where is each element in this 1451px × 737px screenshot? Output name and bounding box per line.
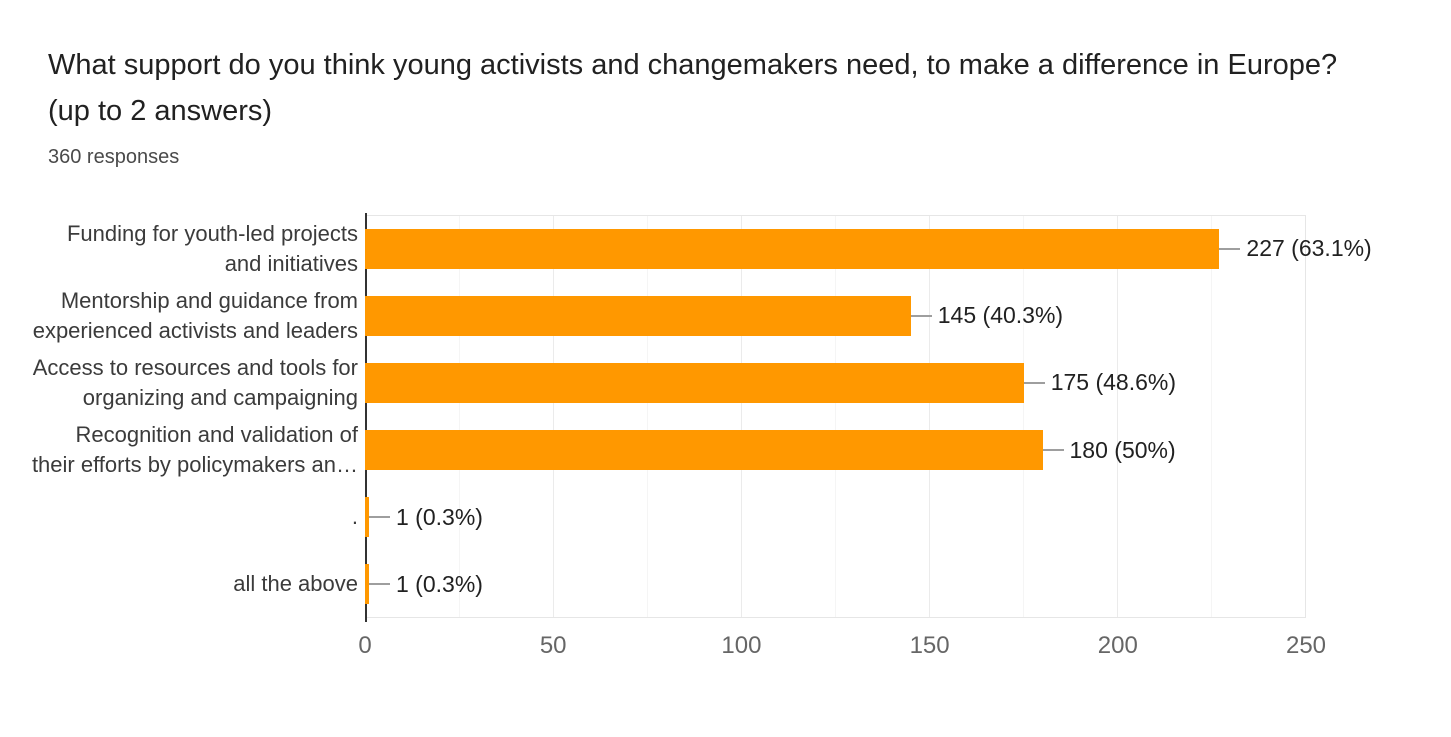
question-title: What support do you think young activist… [48,42,1428,134]
leader-line [1219,247,1241,250]
minor-gridline [459,216,460,617]
leader-line [1042,449,1064,452]
category-label-line: their efforts by policymakers an… [31,452,358,478]
gridlines [365,216,1305,617]
category-label-line: . [351,504,358,530]
category-label-line: Access to resources and tools for [32,354,358,380]
leader-line [369,583,390,586]
bar [365,564,369,605]
bar-row: 1 (0.3%) [365,551,1306,618]
category-label-text: Recognition and validation of their effor… [32,420,358,480]
category-label-text: all the above [233,569,358,599]
category-label: Access to resources and tools for organiz… [0,349,365,416]
x-tick-label: 0 [358,632,372,659]
question-title-line: What support do you think young activist… [48,49,1338,81]
major-gridline [741,216,742,617]
leader-line [369,516,390,519]
category-label: Funding for youth-led projects and initia… [0,215,365,282]
category-label: all the above [0,551,365,618]
plot-area [365,213,1306,622]
category-label-line: Funding for youth-led projects [66,220,358,246]
category-label-line: organizing and campaigning [82,384,358,410]
x-tick-label: 200 [1097,632,1138,659]
bar-row: 227 (63.1%) [365,215,1372,282]
category-label-line: Mentorship and guidance from [60,287,358,313]
x-axis-labels: 0 50 100 150 200 250 [358,632,1326,666]
bar-row: 175 (48.6%) [365,349,1306,416]
category-label-line: all the above [233,571,358,597]
y-axis-line [365,213,367,622]
response-count: 360 responses [48,146,180,168]
value-label: 145 (40.3%) [937,302,1064,329]
value-label: 175 (48.6%) [1050,369,1176,396]
bar [365,497,369,538]
bar [365,430,1043,471]
category-label-text: Funding for youth-led projects and initia… [67,219,358,279]
major-gridline [553,216,554,617]
bar [365,362,1024,403]
major-gridline [1117,216,1118,617]
x-tick-label: 50 [539,632,567,659]
category-label: . [0,484,365,551]
x-tick-label: 100 [721,632,762,659]
category-label-text: Mentorship and guidance from experienced … [33,286,358,346]
category-label-text: Access to resources and tools for organiz… [33,353,358,413]
leader-line [1023,381,1045,384]
category-label: Recognition and validation of their effor… [0,417,365,484]
value-label: 1 (0.3%) [396,503,483,530]
minor-gridline [1023,216,1024,617]
value-label: 180 (50%) [1069,436,1176,463]
category-label-text: . [352,502,358,532]
x-tick-label: 150 [909,632,950,659]
category-labels: Funding for youth-led projects and initia… [0,215,365,618]
minor-gridline [835,216,836,617]
bar-row: 180 (50%) [365,417,1306,484]
category-label: Mentorship and guidance from experienced … [0,282,365,349]
value-label: 227 (63.1%) [1246,235,1372,262]
bar-row: 145 (40.3%) [365,282,1306,349]
category-label-line: Recognition and validation of [75,422,358,448]
bar-chart: Funding for youth-led projects and initia… [0,213,1451,675]
minor-gridline [1211,216,1212,617]
bar [365,228,1220,269]
question-title-line: (up to 2 answers) [48,95,273,127]
bar [365,295,911,336]
minor-gridline [647,216,648,617]
bar-row: 1 (0.3%) [365,484,1306,551]
bar-rows: 227 (63.1%) 145 (40.3%) 175 (48.6%) 180 (50… [365,215,1372,618]
value-label: 1 (0.3%) [396,570,483,597]
category-label-line: experienced activists and leaders [32,317,358,343]
leader-line [910,314,932,317]
category-label-line: and initiatives [224,250,358,276]
x-tick-label: 250 [1285,632,1327,659]
major-gridline [929,216,930,617]
